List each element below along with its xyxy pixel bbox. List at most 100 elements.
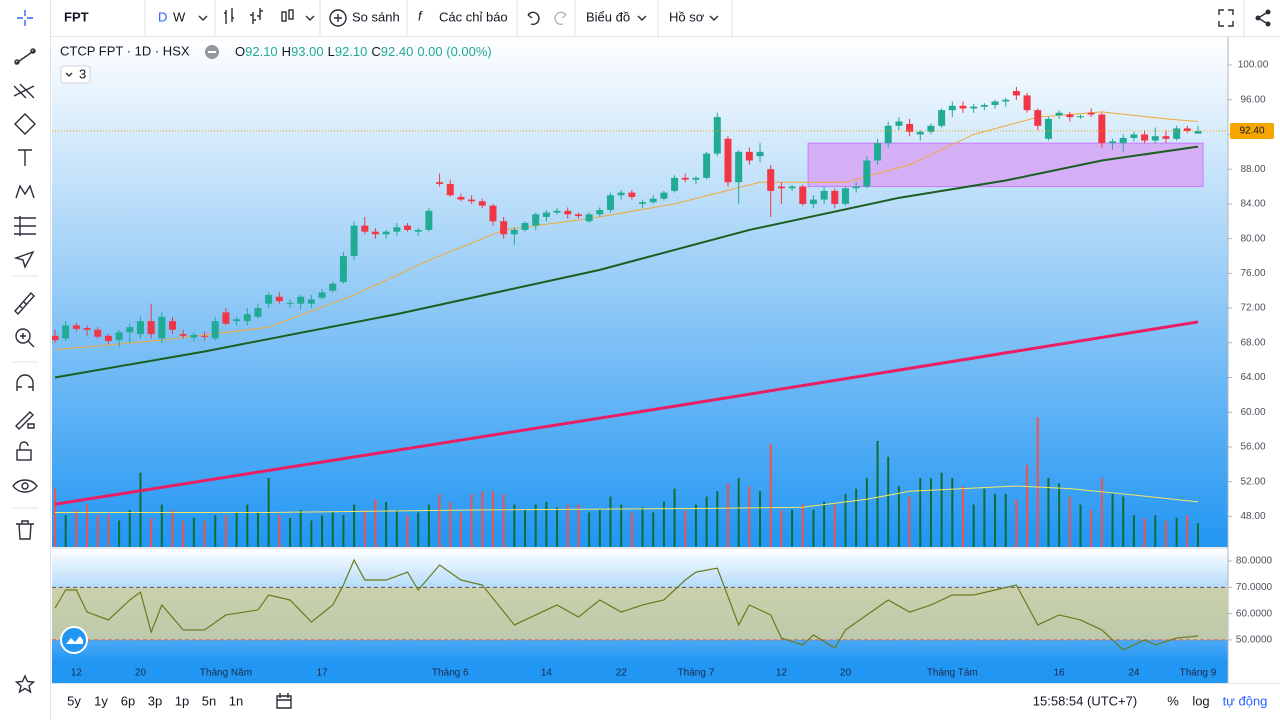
candle-body bbox=[628, 192, 636, 197]
legend-value: 92.40 bbox=[381, 44, 414, 59]
candle-body bbox=[980, 104, 988, 107]
chart-menu[interactable]: Biểu đồ bbox=[586, 9, 630, 24]
bar-icons[interactable] bbox=[224, 8, 263, 24]
candle-body bbox=[713, 117, 721, 154]
candle-body bbox=[703, 153, 711, 178]
legend-key: O bbox=[235, 44, 245, 59]
volume-bar bbox=[1100, 478, 1103, 547]
y-tick-label: 88.00 bbox=[1240, 164, 1265, 175]
volume-bar bbox=[748, 485, 751, 547]
range-button[interactable]: 1y bbox=[94, 693, 108, 708]
drawing-tools[interactable] bbox=[12, 10, 38, 694]
volume-bar bbox=[363, 509, 366, 547]
volume-bar bbox=[737, 478, 740, 547]
candle-body bbox=[809, 199, 817, 204]
candle-body bbox=[1130, 134, 1138, 138]
compare-icon[interactable] bbox=[329, 9, 347, 27]
candle-body bbox=[436, 182, 444, 184]
volume-bar bbox=[823, 501, 826, 547]
zone bbox=[807, 142, 1204, 188]
volume-bar bbox=[588, 512, 591, 547]
percent-toggle[interactable]: % bbox=[1167, 693, 1179, 708]
candle-body bbox=[1098, 114, 1106, 144]
time-axis bbox=[52, 662, 1228, 683]
range-button[interactable]: 3p bbox=[148, 693, 162, 708]
volume-bar bbox=[224, 515, 227, 547]
candle-body bbox=[350, 225, 358, 256]
redo[interactable] bbox=[554, 11, 567, 26]
compare[interactable]: So sánh bbox=[352, 9, 400, 24]
volume-bar bbox=[502, 493, 505, 547]
candle-body bbox=[542, 212, 550, 217]
volume-bar bbox=[694, 504, 697, 547]
volume-bar bbox=[620, 504, 623, 547]
volume-bar bbox=[1197, 523, 1199, 547]
auto-toggle[interactable]: tự động bbox=[1223, 693, 1268, 708]
volume-ma bbox=[55, 485, 1199, 514]
range-button[interactable]: 6p bbox=[121, 693, 135, 708]
volume-bar bbox=[75, 509, 78, 547]
volume-bar bbox=[342, 515, 345, 547]
rsi-band bbox=[52, 587, 1228, 640]
y-tick-label: 80.00 bbox=[1240, 233, 1265, 244]
indicator-toggle[interactable] bbox=[60, 65, 91, 84]
volume-bar bbox=[705, 496, 708, 547]
symbol[interactable]: FPT bbox=[64, 9, 89, 24]
volume-bar bbox=[673, 488, 676, 547]
volume-bar bbox=[919, 478, 922, 547]
volume-bar bbox=[459, 512, 462, 547]
candle-body bbox=[906, 124, 914, 132]
candle-body bbox=[574, 214, 582, 217]
candle-body bbox=[233, 319, 241, 322]
candle-body bbox=[478, 201, 486, 206]
volume-bar bbox=[278, 515, 281, 547]
candle-icon[interactable] bbox=[281, 11, 287, 22]
volume-bar bbox=[1186, 515, 1189, 547]
volume-bar bbox=[759, 491, 762, 547]
candle-body bbox=[297, 296, 305, 304]
candle-body bbox=[404, 225, 412, 230]
undo[interactable] bbox=[527, 11, 540, 26]
volume-bar bbox=[641, 507, 644, 547]
candle-body bbox=[1055, 112, 1063, 116]
candle-body bbox=[500, 221, 508, 235]
candle-body bbox=[863, 160, 871, 187]
fx-icon[interactable]: f bbox=[418, 8, 423, 23]
candle-body bbox=[307, 299, 315, 304]
candle-body bbox=[1162, 136, 1170, 139]
candle-body bbox=[414, 229, 422, 232]
profile[interactable]: Hồ sơ bbox=[669, 9, 705, 24]
volume-bar bbox=[1036, 417, 1039, 547]
volume-bar bbox=[1132, 515, 1135, 547]
candle-body bbox=[72, 325, 80, 329]
range-button[interactable]: 5n bbox=[202, 693, 216, 708]
volume-bar bbox=[1015, 499, 1018, 547]
fullscreen[interactable] bbox=[1218, 9, 1234, 27]
volume-bar bbox=[609, 496, 612, 547]
log-toggle[interactable]: log bbox=[1192, 693, 1209, 708]
bottom-bar bbox=[51, 683, 1280, 720]
candle-body bbox=[1012, 91, 1020, 96]
range-button[interactable]: 1p bbox=[175, 693, 189, 708]
candle-body bbox=[1183, 128, 1191, 131]
volume-bar bbox=[994, 493, 997, 547]
volume-bar bbox=[192, 517, 195, 547]
y-tick-label: 96.00 bbox=[1240, 94, 1265, 105]
volume-bar bbox=[1058, 483, 1061, 547]
candle-body bbox=[692, 177, 700, 180]
interval[interactable]: D bbox=[158, 9, 167, 24]
volume-bar bbox=[203, 520, 206, 547]
date-range-icon[interactable] bbox=[276, 693, 292, 709]
volume-bar bbox=[662, 501, 665, 547]
range-button[interactable]: 5y bbox=[67, 693, 81, 708]
volume-bar bbox=[1164, 520, 1167, 547]
candle-body bbox=[767, 169, 775, 191]
candle-body bbox=[745, 151, 753, 161]
rsi-line bbox=[54, 558, 1199, 651]
range-button[interactable]: 1n bbox=[229, 693, 243, 708]
logo[interactable] bbox=[60, 626, 88, 654]
interval[interactable]: W bbox=[173, 9, 186, 24]
indicators[interactable]: Các chỉ báo bbox=[439, 9, 508, 24]
candle-body bbox=[318, 292, 326, 298]
